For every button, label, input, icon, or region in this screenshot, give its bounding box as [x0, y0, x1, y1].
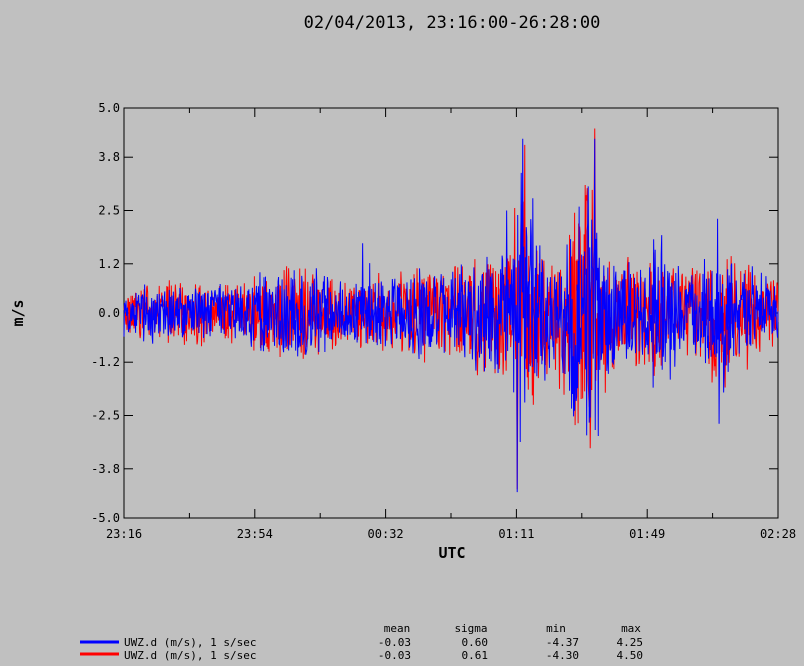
- y-tick-label: 5.0: [98, 101, 120, 115]
- series-lines: [123, 128, 779, 493]
- stats-sigma-blue: 0.60: [462, 636, 489, 649]
- x-tick-label: 01:11: [498, 527, 534, 541]
- y-tick-label: 0.0: [98, 306, 120, 320]
- stats-mean-red: -0.03: [378, 649, 411, 662]
- y-tick-label: 3.8: [98, 150, 120, 164]
- legend-label-red: UWZ.d (m/s), 1 s/sec: [124, 649, 256, 662]
- stats-mean-blue: -0.03: [378, 636, 411, 649]
- y-tick-label: -2.5: [91, 409, 120, 423]
- stats-block: mean sigma min max UWZ.d (m/s), 1 s/sec …: [80, 622, 643, 662]
- stats-max-red: 4.50: [617, 649, 644, 662]
- x-tick-label: 23:54: [237, 527, 273, 541]
- stats-min-red: -4.30: [546, 649, 579, 662]
- x-tick-label: 02:28: [760, 527, 796, 541]
- x-tick-label: 00:32: [368, 527, 404, 541]
- y-tick-label: -5.0: [91, 511, 120, 525]
- y-tick-label: -1.2: [91, 355, 120, 369]
- y-tick-label: -3.8: [91, 462, 120, 476]
- series-line-blue: [123, 138, 779, 493]
- stats-header-mean: mean: [384, 622, 411, 635]
- legend-label-blue: UWZ.d (m/s), 1 s/sec: [124, 636, 256, 649]
- chart-title: 02/04/2013, 23:16:00-26:28:00: [304, 13, 601, 33]
- x-axis: 23:16 23:54 00:32 01:11 01:49 02:28: [106, 108, 796, 541]
- stats-header-sigma: sigma: [454, 622, 487, 635]
- y-tick-label: 2.5: [98, 204, 120, 218]
- x-axis-label: UTC: [438, 544, 465, 562]
- stats-min-blue: -4.37: [546, 636, 579, 649]
- x-tick-label: 23:16: [106, 527, 142, 541]
- stats-header-max: max: [621, 622, 641, 635]
- stats-header-min: min: [546, 622, 566, 635]
- stats-max-blue: 4.25: [617, 636, 644, 649]
- x-tick-label: 01:49: [629, 527, 665, 541]
- stats-sigma-red: 0.61: [462, 649, 489, 662]
- y-tick-label: 1.2: [98, 257, 120, 271]
- y-axis-label: m/s: [9, 299, 27, 326]
- y-axis: -5.0 -3.8 -2.5 -1.2 0.0 1.2 2.5 3.8 5.0: [91, 101, 778, 525]
